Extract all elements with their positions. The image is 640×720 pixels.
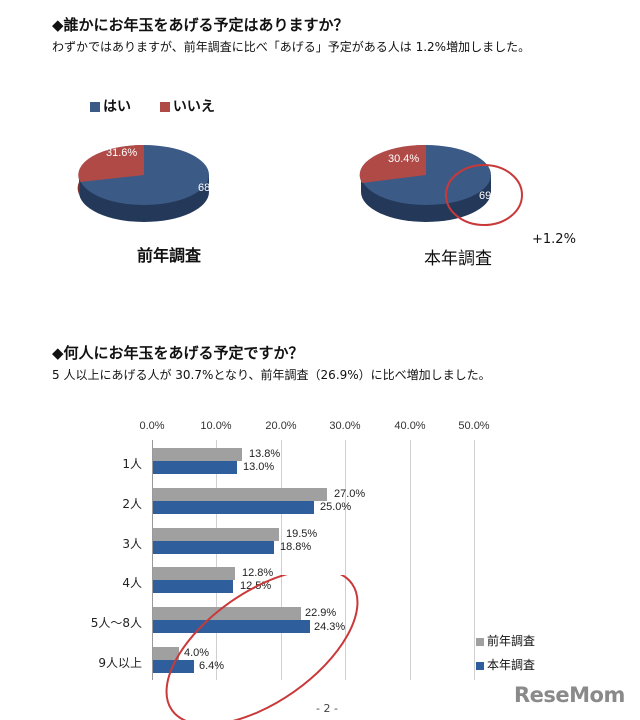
highlight-circle-yes — [445, 164, 523, 226]
pie-legend: はい いいえ — [90, 96, 215, 116]
legend-swatch-curr — [476, 661, 484, 670]
gridline — [216, 440, 217, 680]
question-1-subtitle: わずかではありますが、前年調査に比べ「あげる」予定がある人は 1.2%増加しまし… — [52, 40, 531, 54]
question-1-title: ◆誰かにお年玉をあげる予定はありますか？ — [52, 16, 349, 34]
legend-label-yes: はい — [103, 99, 131, 115]
question-2-subtitle: 5 人以上にあげる人が 30.7%となり、前年調査（26.9%）に比べ増加しまし… — [52, 368, 491, 382]
category-label: 3人 — [122, 537, 142, 551]
pie-prev-yes-label: 68.4% — [198, 182, 230, 194]
value-label-prev: 13.8% — [249, 448, 281, 460]
x-tick-40: 40.0% — [394, 420, 426, 432]
legend-swatch-yes — [90, 102, 100, 112]
pie-prev-caption: 前年調査 — [137, 246, 202, 265]
x-tick-20: 20.0% — [265, 420, 297, 432]
value-label-curr: 24.3% — [314, 621, 346, 633]
x-tick-50: 50.0% — [458, 420, 490, 432]
bar-legend-curr: 本年調査 — [476, 656, 535, 673]
value-label-curr: 6.4% — [199, 660, 225, 672]
watermark-logo: ReseMom — [514, 683, 625, 707]
x-tick-30: 30.0% — [329, 420, 361, 432]
bar-curr — [153, 541, 274, 554]
bar-prev — [153, 528, 279, 541]
category-label: 2人 — [122, 497, 142, 511]
bar-prev — [153, 567, 235, 580]
pie-curr-no-label: 30.4% — [388, 153, 420, 165]
category-label: 1人 — [122, 457, 142, 471]
bar-curr — [153, 580, 233, 593]
legend-item-no: いいえ — [159, 99, 215, 115]
category-label: 9人以上 — [98, 656, 142, 670]
bar-curr — [153, 501, 314, 514]
value-label-curr: 13.0% — [243, 461, 275, 473]
legend-swatch-no — [159, 102, 170, 112]
pie-curr-yes-label: 69.6% — [479, 190, 511, 202]
delta-label: +1.2% — [532, 232, 576, 247]
legend-label-curr: 本年調査 — [487, 658, 536, 672]
value-label-prev: 22.9% — [305, 607, 337, 619]
value-label-prev: 12.8% — [242, 567, 274, 579]
pie-prev-no-label: 31.6% — [106, 147, 138, 159]
bar-curr — [153, 620, 310, 633]
bar-legend-prev: 前年調査 — [476, 632, 535, 649]
bar-curr — [153, 461, 237, 474]
gridline — [410, 440, 411, 680]
legend-item-yes: はい — [90, 99, 131, 115]
legend-label-no: いいえ — [172, 99, 215, 115]
legend-swatch-prev — [476, 637, 484, 646]
bar-prev — [153, 647, 179, 660]
bar-prev — [153, 448, 242, 461]
page-number: - 2 - — [316, 702, 338, 715]
x-tick-10: 10.0% — [200, 420, 232, 432]
question-2-title: ◆何人にお年玉をあげる予定ですか？ — [52, 344, 304, 362]
pie-curr-caption: 本年調査 — [424, 249, 492, 269]
value-label-prev: 4.0% — [184, 647, 210, 659]
bar-prev — [153, 607, 301, 620]
gridline — [281, 440, 282, 680]
category-label: 4人 — [122, 576, 142, 590]
bar-prev — [153, 488, 327, 501]
y-axis-line — [152, 440, 153, 680]
value-label-prev: 19.5% — [286, 528, 318, 540]
highlight-ellipse — [165, 575, 359, 720]
gridline — [474, 440, 475, 680]
pie-chart-prev — [77, 144, 209, 222]
legend-label-prev: 前年調査 — [487, 634, 536, 648]
value-label-prev: 27.0% — [334, 488, 366, 500]
gridline — [345, 440, 346, 680]
value-label-curr: 25.0% — [320, 501, 352, 513]
category-label: 5人～8人 — [90, 616, 142, 630]
pie-chart-curr — [359, 144, 491, 222]
value-label-curr: 18.8% — [280, 541, 312, 553]
x-tick-0: 0.0% — [139, 420, 165, 432]
